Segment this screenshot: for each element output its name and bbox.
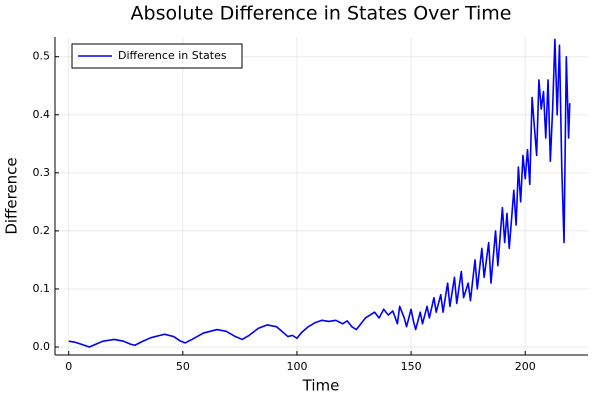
y-tick-label: 0.4 [33,108,51,121]
legend-label: Difference in States [118,49,227,62]
x-tick-label: 200 [515,360,536,373]
chart-title: Absolute Difference in States Over Time [131,3,512,25]
y-axis-label: Difference [3,157,21,234]
x-tick-label: 0 [65,360,72,373]
x-tick-label: 100 [286,360,307,373]
y-tick-label: 0.3 [33,166,51,179]
y-tick-label: 0.2 [33,224,51,237]
y-tick-label: 0.1 [33,282,51,295]
x-tick-label: 50 [176,360,190,373]
x-axis-label: Time [302,377,340,395]
x-tick-label: 150 [401,360,422,373]
y-tick-label: 0.5 [33,50,51,63]
data-line [68,38,571,348]
y-tick-label: 0.0 [33,340,51,353]
